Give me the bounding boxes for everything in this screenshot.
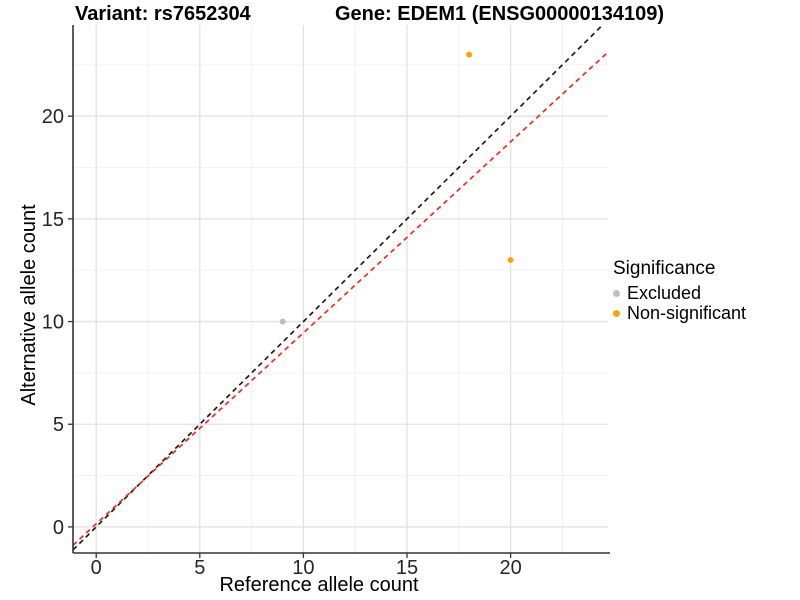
legend: Significance Excluded Non-significant	[613, 258, 746, 323]
y-axis-title: Alternative allele count	[18, 204, 40, 406]
legend-label: Non-significant	[627, 302, 747, 323]
y-tick-label: 0	[53, 517, 64, 539]
legend-item-excluded: Excluded	[613, 283, 746, 303]
legend-title: Significance	[613, 258, 716, 279]
x-axis-title: Reference allele count	[219, 574, 418, 596]
y-tick-label: 15	[42, 209, 64, 231]
non-significant-dot-icon	[613, 309, 620, 317]
data-point	[507, 256, 514, 263]
plot-title-gene: Gene: EDEM1 (ENSG00000134109)	[335, 3, 665, 25]
y-tick-label: 10	[42, 312, 64, 334]
fit-line	[72, 51, 609, 546]
legend-label: Excluded	[627, 282, 702, 303]
y-tick-label: 20	[42, 106, 64, 128]
x-tick-label: 0	[91, 557, 102, 579]
excluded-dot-icon	[613, 289, 620, 297]
data-point	[466, 51, 473, 58]
data-point	[279, 318, 286, 325]
x-tick-label: 20	[499, 557, 521, 579]
x-tick-label: 10	[292, 557, 314, 579]
x-tick-label: 5	[194, 557, 205, 579]
identity-line	[72, 24, 604, 551]
legend-item-non-significant: Non-significant	[613, 303, 746, 323]
plot-title-variant: Variant: rs7652304	[75, 3, 251, 25]
x-tick-label: 15	[396, 557, 418, 579]
y-tick-label: 5	[53, 414, 64, 436]
